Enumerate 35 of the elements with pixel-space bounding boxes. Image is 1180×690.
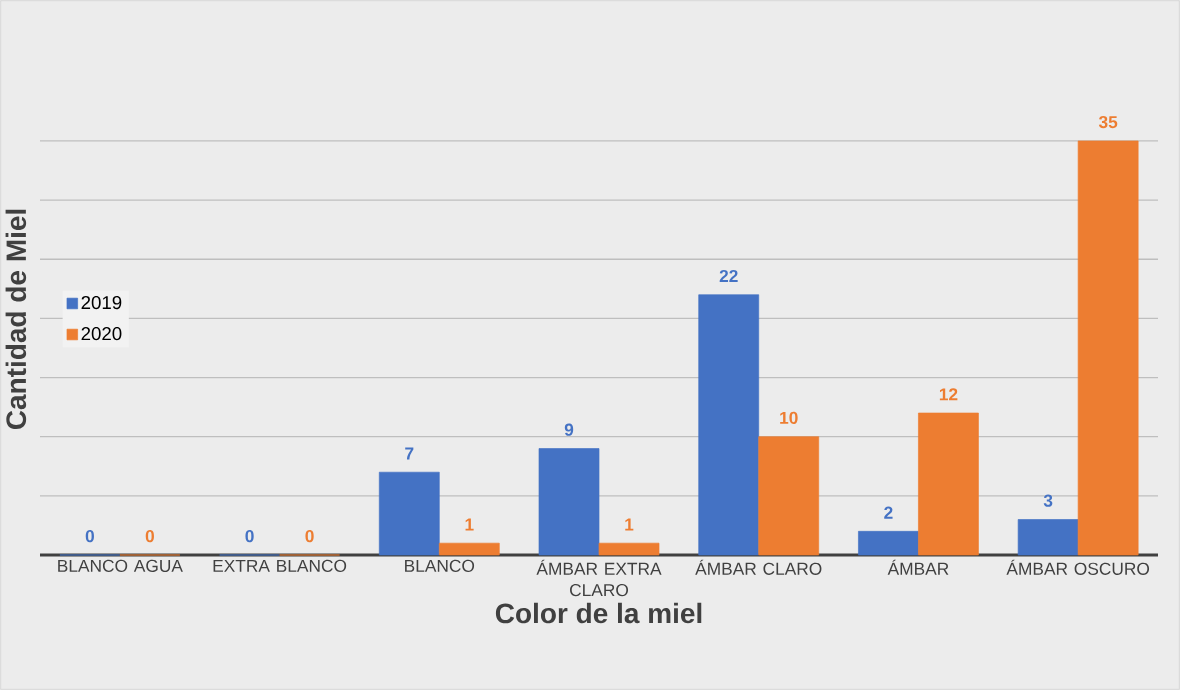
bar (698, 294, 760, 556)
bar (1077, 140, 1139, 556)
x-tick-label: BLANCO (405, 559, 475, 572)
data-label: 0 (305, 530, 314, 543)
x-axis-title: Color de la miel (495, 602, 702, 624)
x-tick-label: EXTRA BLANCO (213, 559, 347, 572)
data-label: 0 (245, 530, 254, 543)
x-tick-label: ÁMBAR CLARO (695, 559, 822, 575)
bar (858, 531, 919, 556)
bar (538, 448, 600, 556)
data-label: 0 (145, 530, 154, 543)
data-label: 35 (1098, 115, 1118, 129)
data-label: 3 (1043, 494, 1053, 507)
bar (758, 436, 820, 556)
data-label: 10 (780, 411, 798, 424)
data-label: 12 (939, 388, 958, 401)
legend-label: 2019 (81, 295, 122, 310)
x-tick-label: ÁMBAR EXTRA CLARO (536, 559, 662, 597)
y-axis-title: Cantidad de Miel (5, 209, 27, 430)
bar (438, 542, 500, 556)
bar (378, 471, 440, 556)
x-tick-label: BLANCO AGUA (58, 559, 183, 572)
data-label: 2 (884, 506, 893, 519)
bar (918, 412, 979, 556)
x-tick-label: ÁMBAR OSCURO (1006, 559, 1150, 575)
data-label: 7 (405, 447, 414, 460)
data-label: 1 (625, 518, 634, 531)
data-label: 1 (465, 518, 474, 531)
bar (598, 542, 660, 556)
legend-label: 2020 (81, 326, 122, 341)
bar (1017, 519, 1079, 556)
data-label: 22 (719, 269, 738, 283)
x-tick-label: ÁMBAR (887, 559, 949, 575)
data-label: 0 (85, 530, 94, 543)
data-label: 9 (564, 423, 574, 436)
